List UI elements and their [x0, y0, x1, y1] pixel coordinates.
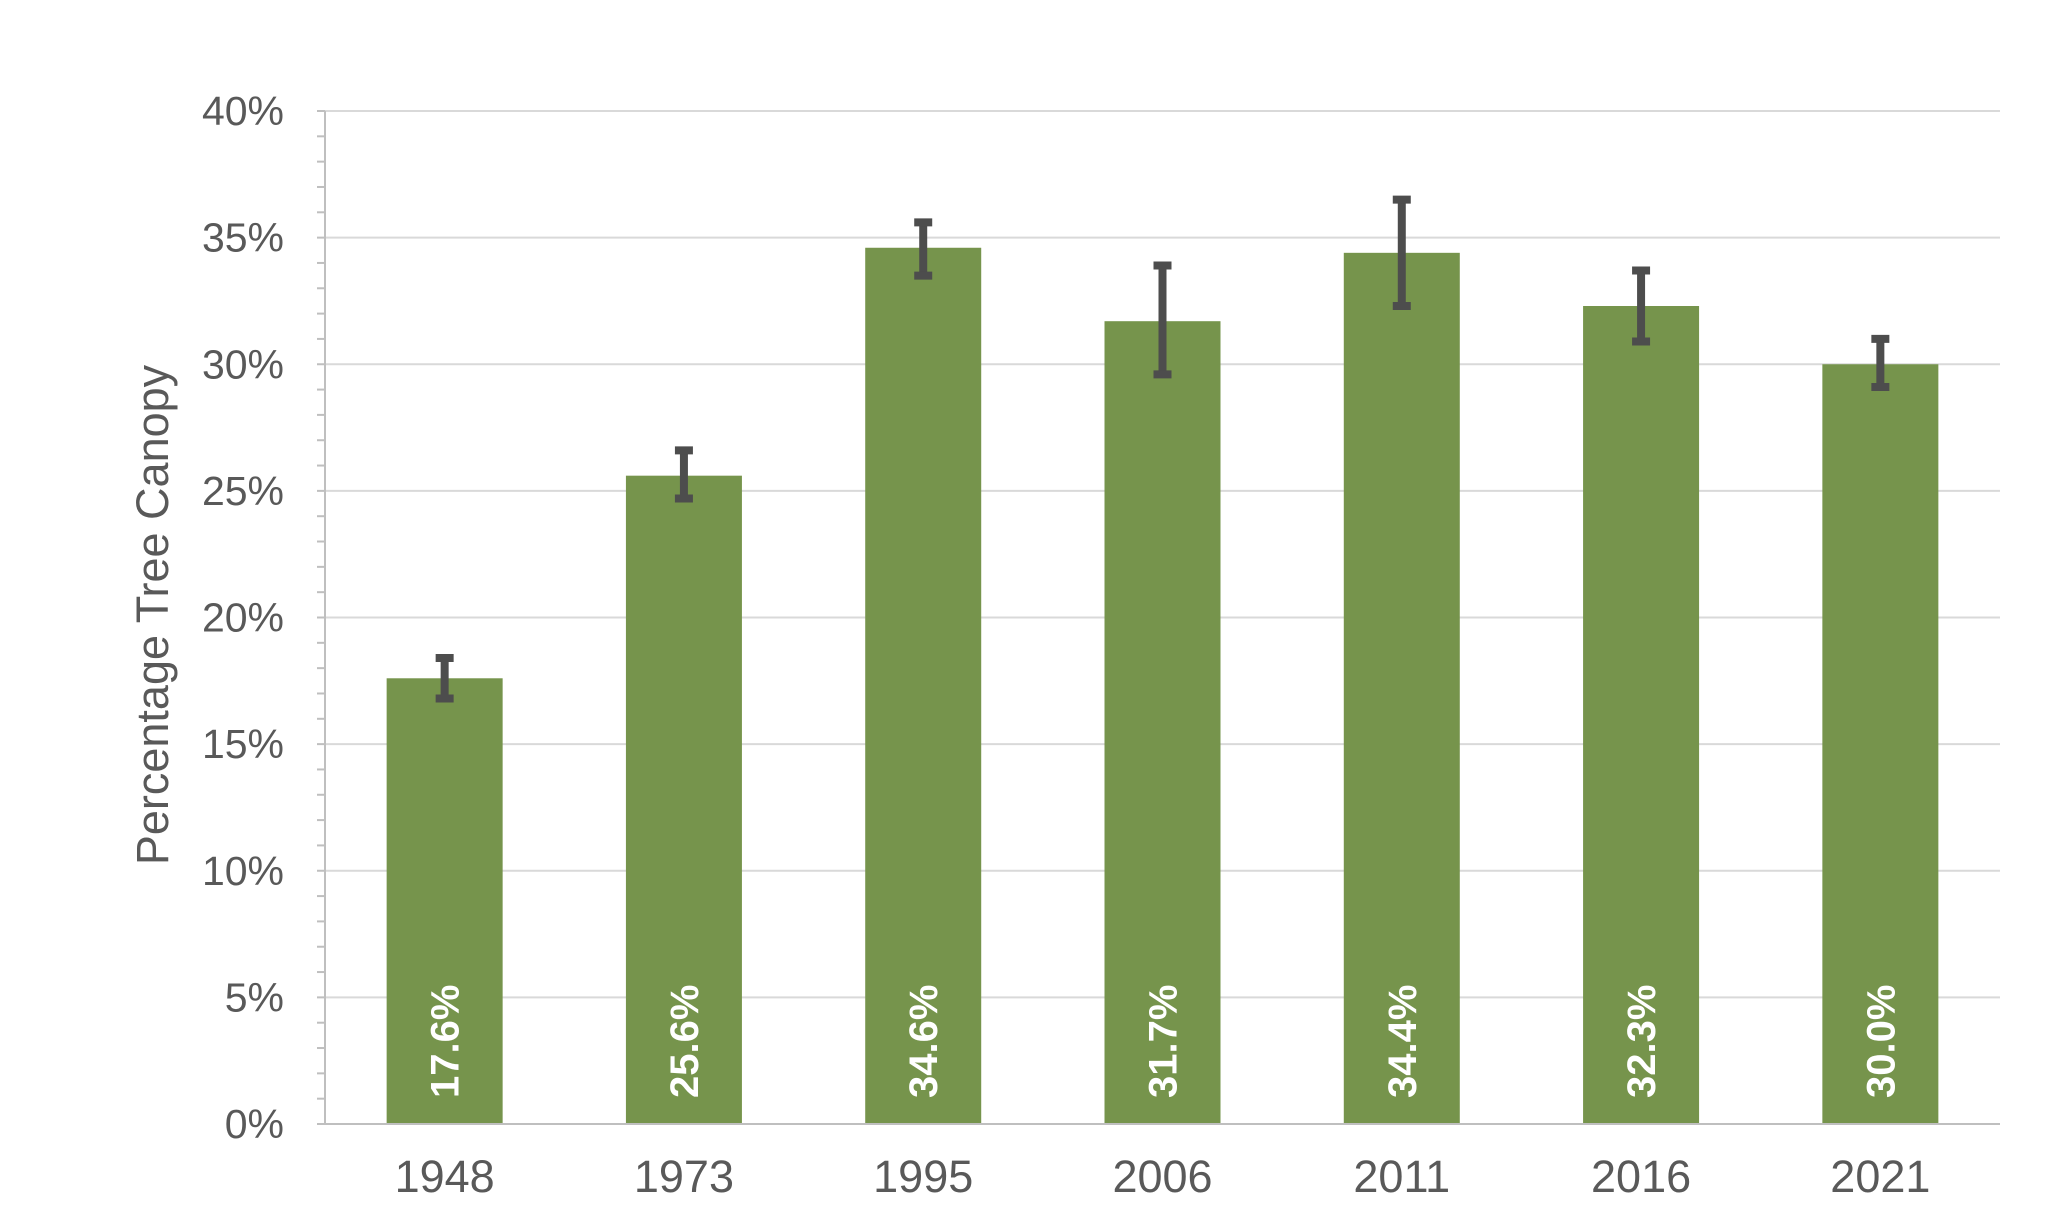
error-bars	[435, 195, 1890, 703]
data-label-1973: 25.6%	[663, 985, 707, 1098]
x-tick-label: 1995	[873, 1151, 973, 1202]
bar-1948	[386, 678, 503, 1124]
error-bar-1973	[674, 446, 693, 503]
y-tick-label: 5%	[225, 974, 284, 1020]
error-bar-2016	[1632, 266, 1651, 346]
data-label-2016: 32.3%	[1620, 985, 1664, 1098]
data-label-2021: 30.0%	[1859, 985, 1903, 1098]
y-tick-label: 35%	[202, 215, 284, 261]
x-tick-label: 2006	[1112, 1151, 1212, 1202]
x-tick-label: 2011	[1353, 1151, 1450, 1202]
y-tick-label: 15%	[202, 721, 284, 767]
bar-2006	[1104, 321, 1221, 1124]
data-label-2011: 34.4%	[1381, 985, 1425, 1098]
y-axis-title: Percentage Tree Canopy	[127, 364, 178, 865]
bar-2016	[1583, 306, 1700, 1124]
y-tick-label: 0%	[225, 1101, 284, 1147]
y-tick-label: 20%	[202, 595, 284, 641]
y-tick-label: 10%	[202, 848, 284, 894]
error-bar-1995	[914, 218, 933, 280]
y-tick-label: 40%	[202, 88, 284, 134]
data-label-1995: 34.6%	[902, 985, 946, 1098]
data-labels: 17.6% 25.6% 34.6% 31.7% 34.4% 32.3% 30.0%	[424, 985, 1904, 1098]
bar-1973	[625, 475, 742, 1124]
y-axis-minor-ticks	[317, 110, 325, 1125]
x-tick-label: 1973	[634, 1151, 734, 1202]
y-tick-label: 30%	[202, 341, 284, 387]
bar-1995	[865, 247, 982, 1124]
data-label-1948: 17.6%	[424, 985, 468, 1098]
bar-2021	[1822, 364, 1939, 1124]
error-bar-2006	[1153, 261, 1172, 379]
x-tick-label: 2016	[1591, 1151, 1691, 1202]
error-bar-2021	[1871, 334, 1890, 392]
x-tick-labels: 1948 1973 1995 2006 2011 2016 2021	[395, 1151, 1931, 1202]
error-bar-2011	[1392, 195, 1411, 311]
data-label-2006: 31.7%	[1142, 985, 1186, 1098]
x-tick-label: 2021	[1830, 1151, 1930, 1202]
bars	[386, 247, 1939, 1124]
error-bar-1948	[435, 654, 454, 703]
y-tick-label: 25%	[202, 468, 284, 514]
bar-2011	[1343, 252, 1460, 1124]
x-tick-label: 1948	[395, 1151, 495, 1202]
y-tick-labels: 0% 5% 10% 15% 20% 25% 30% 35% 40%	[202, 88, 284, 1147]
